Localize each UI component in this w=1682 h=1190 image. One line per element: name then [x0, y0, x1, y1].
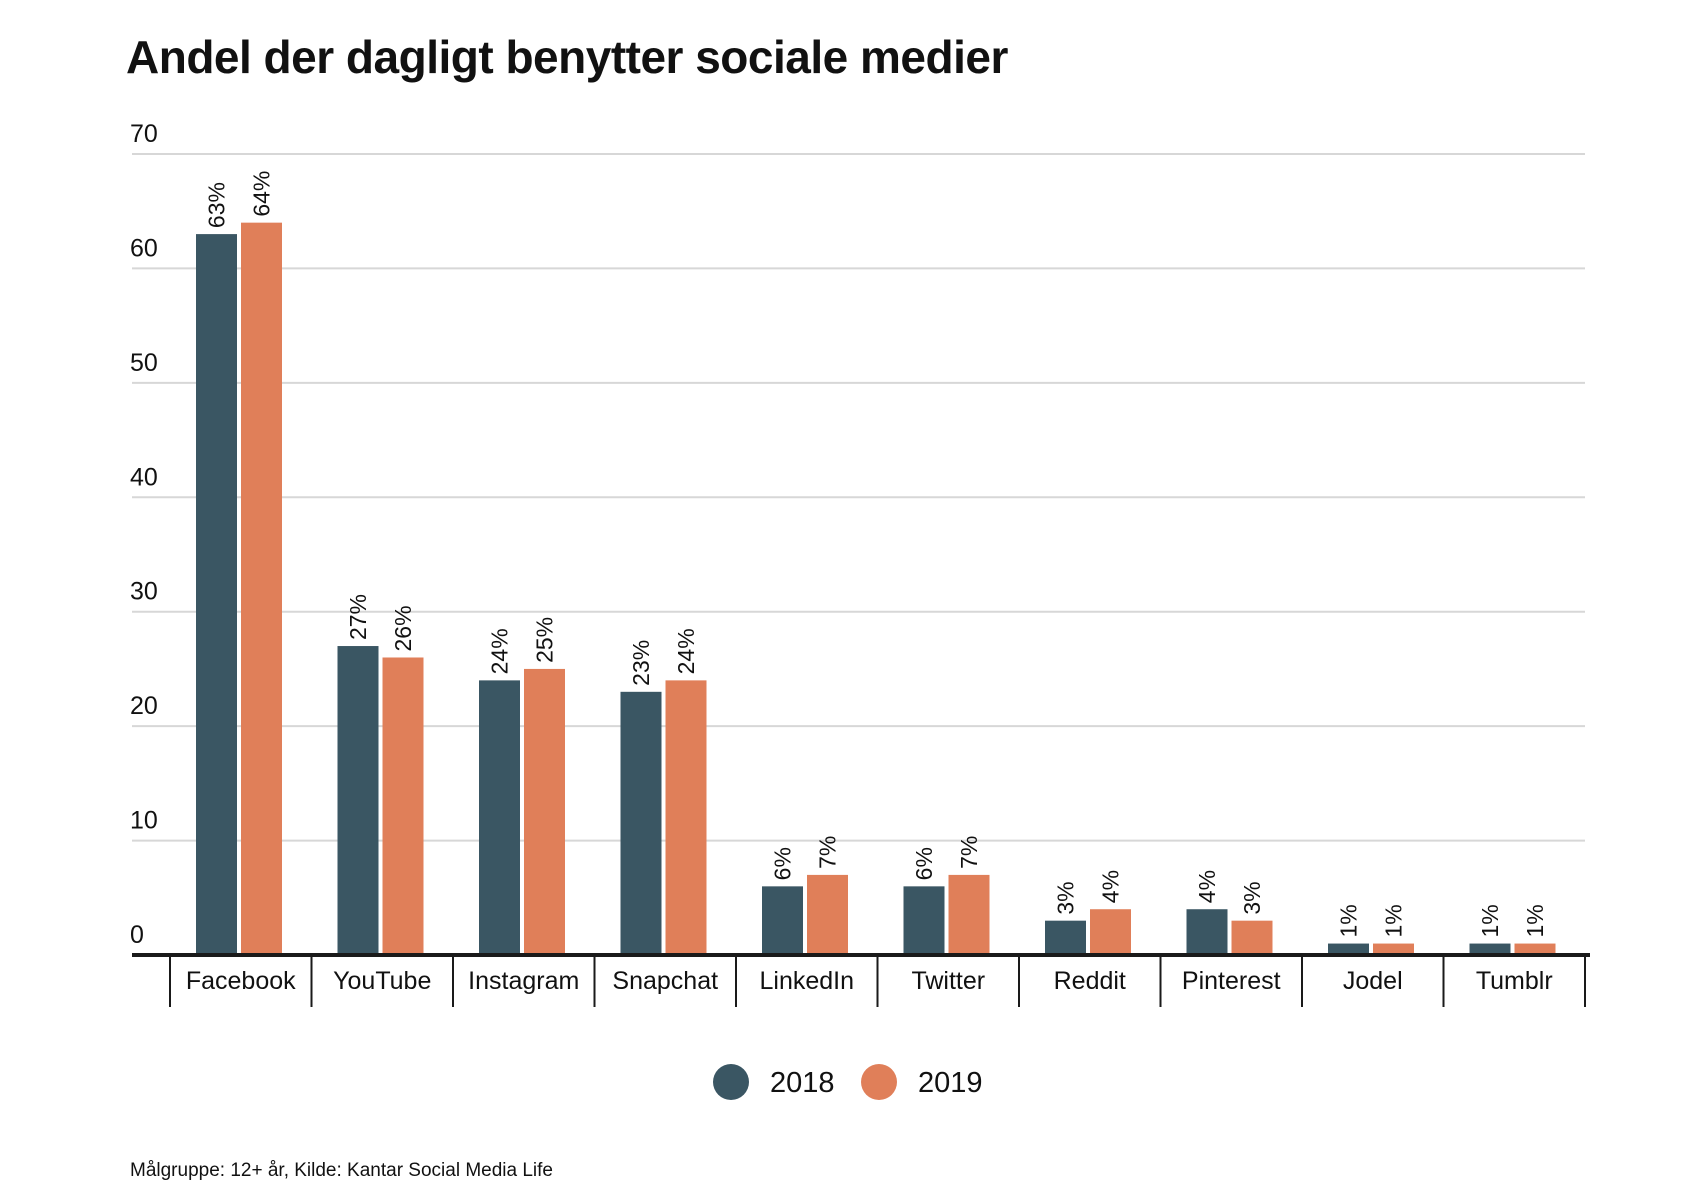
bar-facebook-2018 [196, 234, 237, 956]
y-tick-label: 50 [130, 349, 158, 377]
bar-linkedin-2018 [762, 886, 803, 955]
bar-facebook-2019 [241, 222, 282, 955]
data-label: 63% [204, 182, 230, 228]
data-label: 1% [1336, 904, 1362, 937]
y-tick-label: 70 [130, 120, 158, 148]
data-labels: 63% 64% 27% 26% 24% 25% 23% 24% 6% 7% 6% 7% 3% 4% 4% 3%… [204, 171, 1549, 938]
x-tick-label-twitter: Twitter [911, 967, 985, 995]
x-tick-label-reddit: Reddit [1054, 967, 1126, 995]
legend: 2018 2019 [713, 1064, 983, 1100]
bar-snapchat-2019 [665, 680, 707, 955]
bar-tumblr-2018 [1469, 943, 1511, 955]
bar-snapchat-2018 [620, 691, 662, 955]
legend-label-2018: 2018 [770, 1067, 835, 1099]
data-label: 3% [1239, 881, 1265, 914]
legend-marker-2018 [713, 1064, 749, 1100]
data-label: 1% [1477, 904, 1503, 937]
data-label: 6% [911, 847, 937, 880]
data-label: 24% [673, 628, 699, 674]
data-label: 7% [815, 836, 841, 869]
bar-pinterest-2018 [1186, 909, 1228, 955]
bar-linkedin-2019 [807, 874, 848, 955]
x-axis: Facebook YouTube Instagram Snapchat LinkedIn… [132, 953, 1590, 1007]
bar-twitter-2018 [903, 886, 945, 955]
source-footnote: Målgruppe: 12+ år, Kilde: Kantar Social … [130, 1160, 554, 1181]
legend-label-2019: 2019 [918, 1067, 983, 1099]
bar-pinterest-2019 [1231, 920, 1273, 955]
y-tick-label: 30 [130, 578, 158, 606]
x-tick-label-pinterest: Pinterest [1182, 967, 1281, 995]
y-tick-label: 0 [130, 921, 144, 949]
x-tick-label-youtube: YouTube [333, 967, 431, 995]
bar-instagram-2018 [479, 680, 520, 955]
data-label: 3% [1053, 881, 1079, 914]
x-tick-label-tumblr: Tumblr [1476, 967, 1553, 995]
y-tick-label: 20 [130, 692, 158, 720]
bar-reddit-2019 [1090, 909, 1131, 955]
data-label: 64% [249, 171, 275, 217]
bar-youtube-2018 [337, 646, 379, 955]
bar-jodel-2018 [1328, 943, 1369, 955]
x-tick-label-facebook: Facebook [186, 967, 296, 995]
x-tick-label-snapchat: Snapchat [612, 967, 718, 995]
data-label: 4% [1098, 870, 1124, 903]
x-tick-label-linkedin: LinkedIn [759, 967, 854, 995]
chart-title: Andel der dagligt benytter sociale medie… [126, 31, 1008, 83]
y-axis-ticks: 0 10 20 30 40 50 60 70 [130, 120, 158, 949]
y-tick-label: 60 [130, 234, 158, 262]
bar-jodel-2019 [1373, 943, 1414, 955]
data-label: 4% [1194, 870, 1220, 903]
data-label: 24% [487, 628, 513, 674]
data-label: 23% [628, 640, 654, 686]
x-tick-label-instagram: Instagram [468, 967, 579, 995]
data-label: 1% [1522, 904, 1548, 937]
bar-instagram-2019 [524, 668, 565, 955]
legend-marker-2019 [861, 1064, 897, 1100]
y-tick-label: 40 [130, 463, 158, 491]
data-label: 26% [390, 605, 416, 651]
bars [196, 222, 1556, 956]
data-label: 25% [532, 617, 558, 663]
data-label: 1% [1381, 904, 1407, 937]
data-label: 27% [345, 594, 371, 640]
bar-twitter-2019 [948, 874, 990, 955]
data-label: 7% [956, 836, 982, 869]
data-label: 6% [770, 847, 796, 880]
bar-youtube-2019 [382, 657, 424, 955]
bar-reddit-2018 [1045, 920, 1086, 955]
y-tick-label: 10 [130, 807, 158, 835]
x-tick-label-jodel: Jodel [1343, 967, 1403, 995]
bar-tumblr-2019 [1514, 943, 1556, 955]
